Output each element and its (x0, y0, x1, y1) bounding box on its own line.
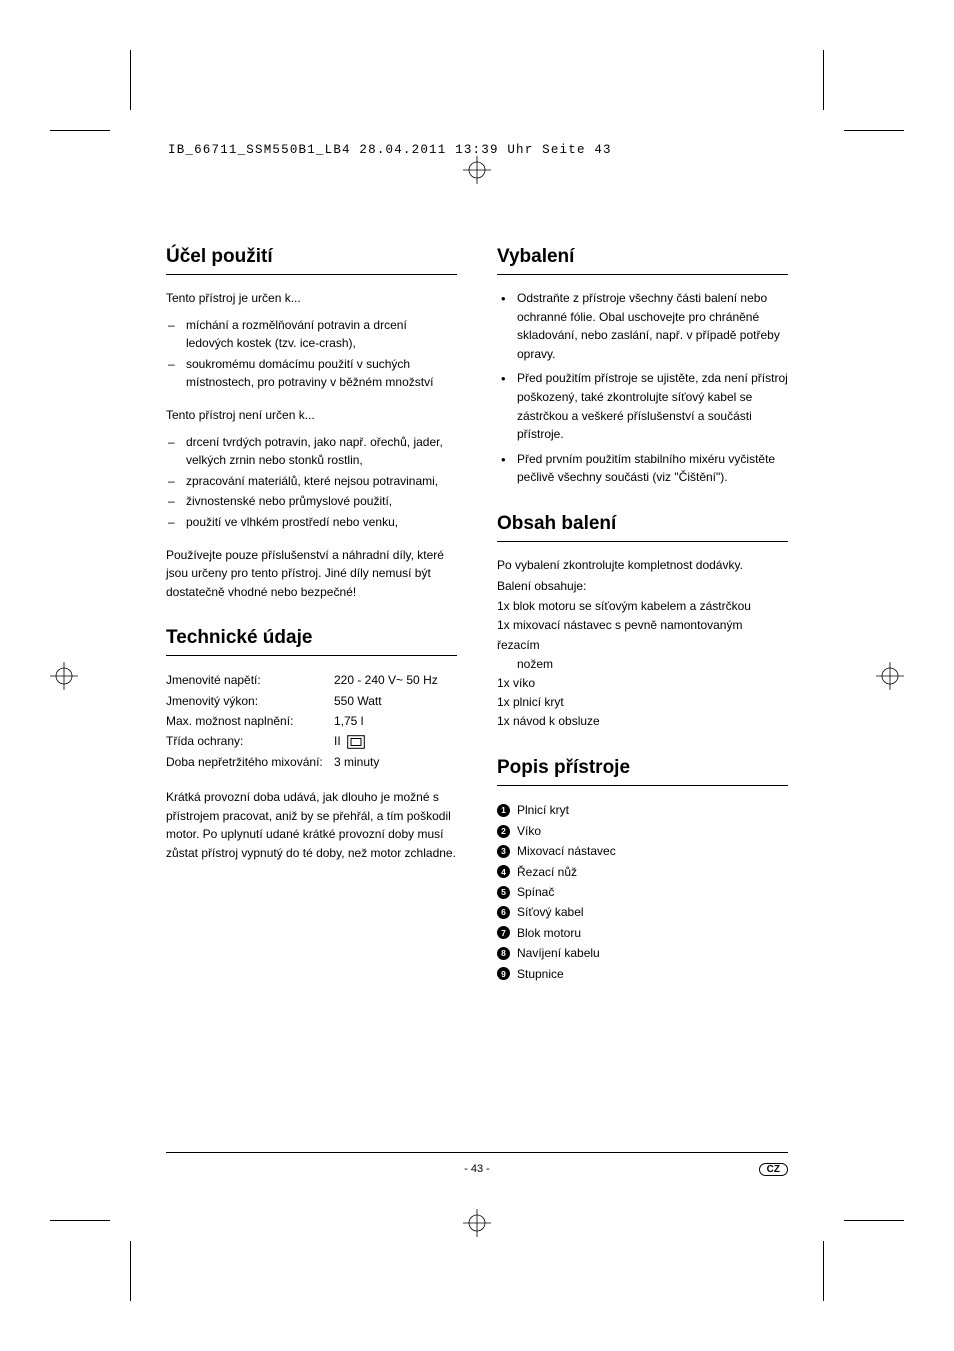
list-item: zpracování materiálů, které nejsou potra… (186, 472, 457, 491)
body-text: Krátká provozní doba udává, jak dlouho j… (166, 788, 457, 862)
crop-mark (50, 1220, 110, 1221)
language-badge: CZ (759, 1163, 788, 1176)
spec-row: Max. možnost naplnění: 1,75 l (166, 711, 457, 731)
number-circle-icon: 4 (497, 865, 510, 878)
number-circle-icon: 8 (497, 947, 510, 960)
numbered-list-item: 8 Navíjení kabelu (497, 943, 788, 963)
body-text: Tento přístroj není určen k... (166, 406, 457, 425)
number-circle-icon: 2 (497, 825, 510, 838)
spec-row: Doba nepřetržitého mixování: 3 minuty (166, 752, 457, 772)
number-circle-icon: 6 (497, 906, 510, 919)
spec-value: 220 - 240 V~ 50 Hz (334, 670, 457, 690)
spec-row: Jmenovité napětí: 220 - 240 V~ 50 Hz (166, 670, 457, 690)
section-heading-unpacking: Vybalení (497, 246, 788, 275)
list-item: Před použitím přístroje se ujistěte, zda… (517, 369, 788, 443)
page-footer: - 43 - CZ (166, 1152, 788, 1175)
registration-mark-icon (463, 1209, 491, 1237)
spec-row: Jmenovitý výkon: 550 Watt (166, 691, 457, 711)
list-item: míchání a rozmělňování potravin a drcení… (186, 316, 457, 353)
numbered-list-item: 6 Síťový kabel (497, 902, 788, 922)
crop-mark (823, 50, 824, 110)
spec-value-text: II (334, 731, 341, 751)
number-circle-icon: 7 (497, 926, 510, 939)
numbered-list-item: 4 Řezací nůž (497, 862, 788, 882)
numbered-list: 1 Plnicí kryt 2 Víko 3 Mixovací nástavec 4 Řeza… (497, 800, 788, 984)
list-item: Před prvním použitím stabilního mixéru v… (517, 450, 788, 487)
package-item: 1x blok motoru se síťovým kabelem a zást… (497, 597, 788, 616)
class-ii-icon (347, 735, 365, 749)
registration-mark-icon (876, 662, 904, 690)
right-column: Vybalení Odstraňte z přístroje všechny č… (497, 246, 788, 984)
numbered-list-item: 1 Plnicí kryt (497, 800, 788, 820)
section-heading-technical: Technické údaje (166, 627, 457, 656)
spec-value: II (334, 731, 457, 751)
numbered-list-item: 9 Stupnice (497, 964, 788, 984)
crop-mark (844, 130, 904, 131)
spec-label: Jmenovitý výkon: (166, 691, 334, 711)
print-header-info: IB_66711_SSM550B1_LB4 28.04.2011 13:39 U… (168, 143, 612, 157)
number-circle-icon: 3 (497, 845, 510, 858)
package-item: 1x návod k obsluze (497, 712, 788, 731)
crop-mark (130, 1241, 131, 1301)
list-item: drcení tvrdých potravin, jako např. ořec… (186, 433, 457, 470)
package-item: 1x mixovací nástavec s pevně namontovaný… (497, 616, 788, 654)
section-heading-purpose: Účel použití (166, 246, 457, 275)
package-item: 1x plnicí kryt (497, 693, 788, 712)
numbered-item-label: Řezací nůž (517, 862, 577, 882)
body-text: Tento přístroj je určen k... (166, 289, 457, 308)
body-text: Používejte pouze příslušenství a náhradn… (166, 546, 457, 602)
numbered-item-label: Navíjení kabelu (517, 943, 600, 963)
package-item: 1x víko (497, 674, 788, 693)
numbered-item-label: Síťový kabel (517, 902, 584, 922)
registration-mark-icon (50, 662, 78, 690)
numbered-list-item: 2 Víko (497, 821, 788, 841)
spec-value: 3 minuty (334, 752, 457, 772)
crop-mark (130, 50, 131, 110)
list-item: použití ve vlhkém prostředí nebo venku, (186, 513, 457, 532)
numbered-list-item: 5 Spínač (497, 882, 788, 902)
bullet-list: Odstraňte z přístroje všechny části bale… (497, 289, 788, 487)
left-column: Účel použití Tento přístroj je určen k..… (166, 246, 457, 984)
spec-value: 550 Watt (334, 691, 457, 711)
page-number: - 43 - (464, 1163, 490, 1175)
list-item: živnostenské nebo průmyslové použití, (186, 492, 457, 511)
section-heading-contents: Obsah balení (497, 513, 788, 542)
list-item: Odstraňte z přístroje všechny části bale… (517, 289, 788, 363)
crop-mark (844, 1220, 904, 1221)
section-heading-description: Popis přístroje (497, 757, 788, 786)
spec-label: Jmenovité napětí: (166, 670, 334, 690)
numbered-list-item: 3 Mixovací nástavec (497, 841, 788, 861)
numbered-item-label: Blok motoru (517, 923, 581, 943)
spec-value: 1,75 l (334, 711, 457, 731)
numbered-item-label: Spínač (517, 882, 554, 902)
spec-label: Třída ochrany: (166, 731, 334, 751)
spec-label: Max. možnost naplnění: (166, 711, 334, 731)
crop-mark (823, 1241, 824, 1301)
number-circle-icon: 1 (497, 804, 510, 817)
package-item-cont: nožem (497, 655, 788, 674)
spec-table: Jmenovité napětí: 220 - 240 V~ 50 Hz Jme… (166, 670, 457, 772)
page-content: Účel použití Tento přístroj je určen k..… (166, 246, 788, 984)
numbered-list-item: 7 Blok motoru (497, 923, 788, 943)
registration-mark-icon (463, 156, 491, 184)
numbered-item-label: Mixovací nástavec (517, 841, 616, 861)
numbered-item-label: Stupnice (517, 964, 564, 984)
crop-mark (50, 130, 110, 131)
number-circle-icon: 9 (497, 967, 510, 980)
dash-list: míchání a rozmělňování potravin a drcení… (166, 316, 457, 392)
dash-list: drcení tvrdých potravin, jako např. ořec… (166, 433, 457, 532)
numbered-item-label: Plnicí kryt (517, 800, 569, 820)
list-item: soukromému domácímu použití v suchých mí… (186, 355, 457, 392)
body-text: Po vybalení zkontrolujte kompletnost dod… (497, 556, 788, 575)
body-text: Balení obsahuje: (497, 577, 788, 596)
spec-label: Doba nepřetržitého mixování: (166, 752, 334, 772)
number-circle-icon: 5 (497, 886, 510, 899)
spec-row: Třída ochrany: II (166, 731, 457, 751)
numbered-item-label: Víko (517, 821, 541, 841)
